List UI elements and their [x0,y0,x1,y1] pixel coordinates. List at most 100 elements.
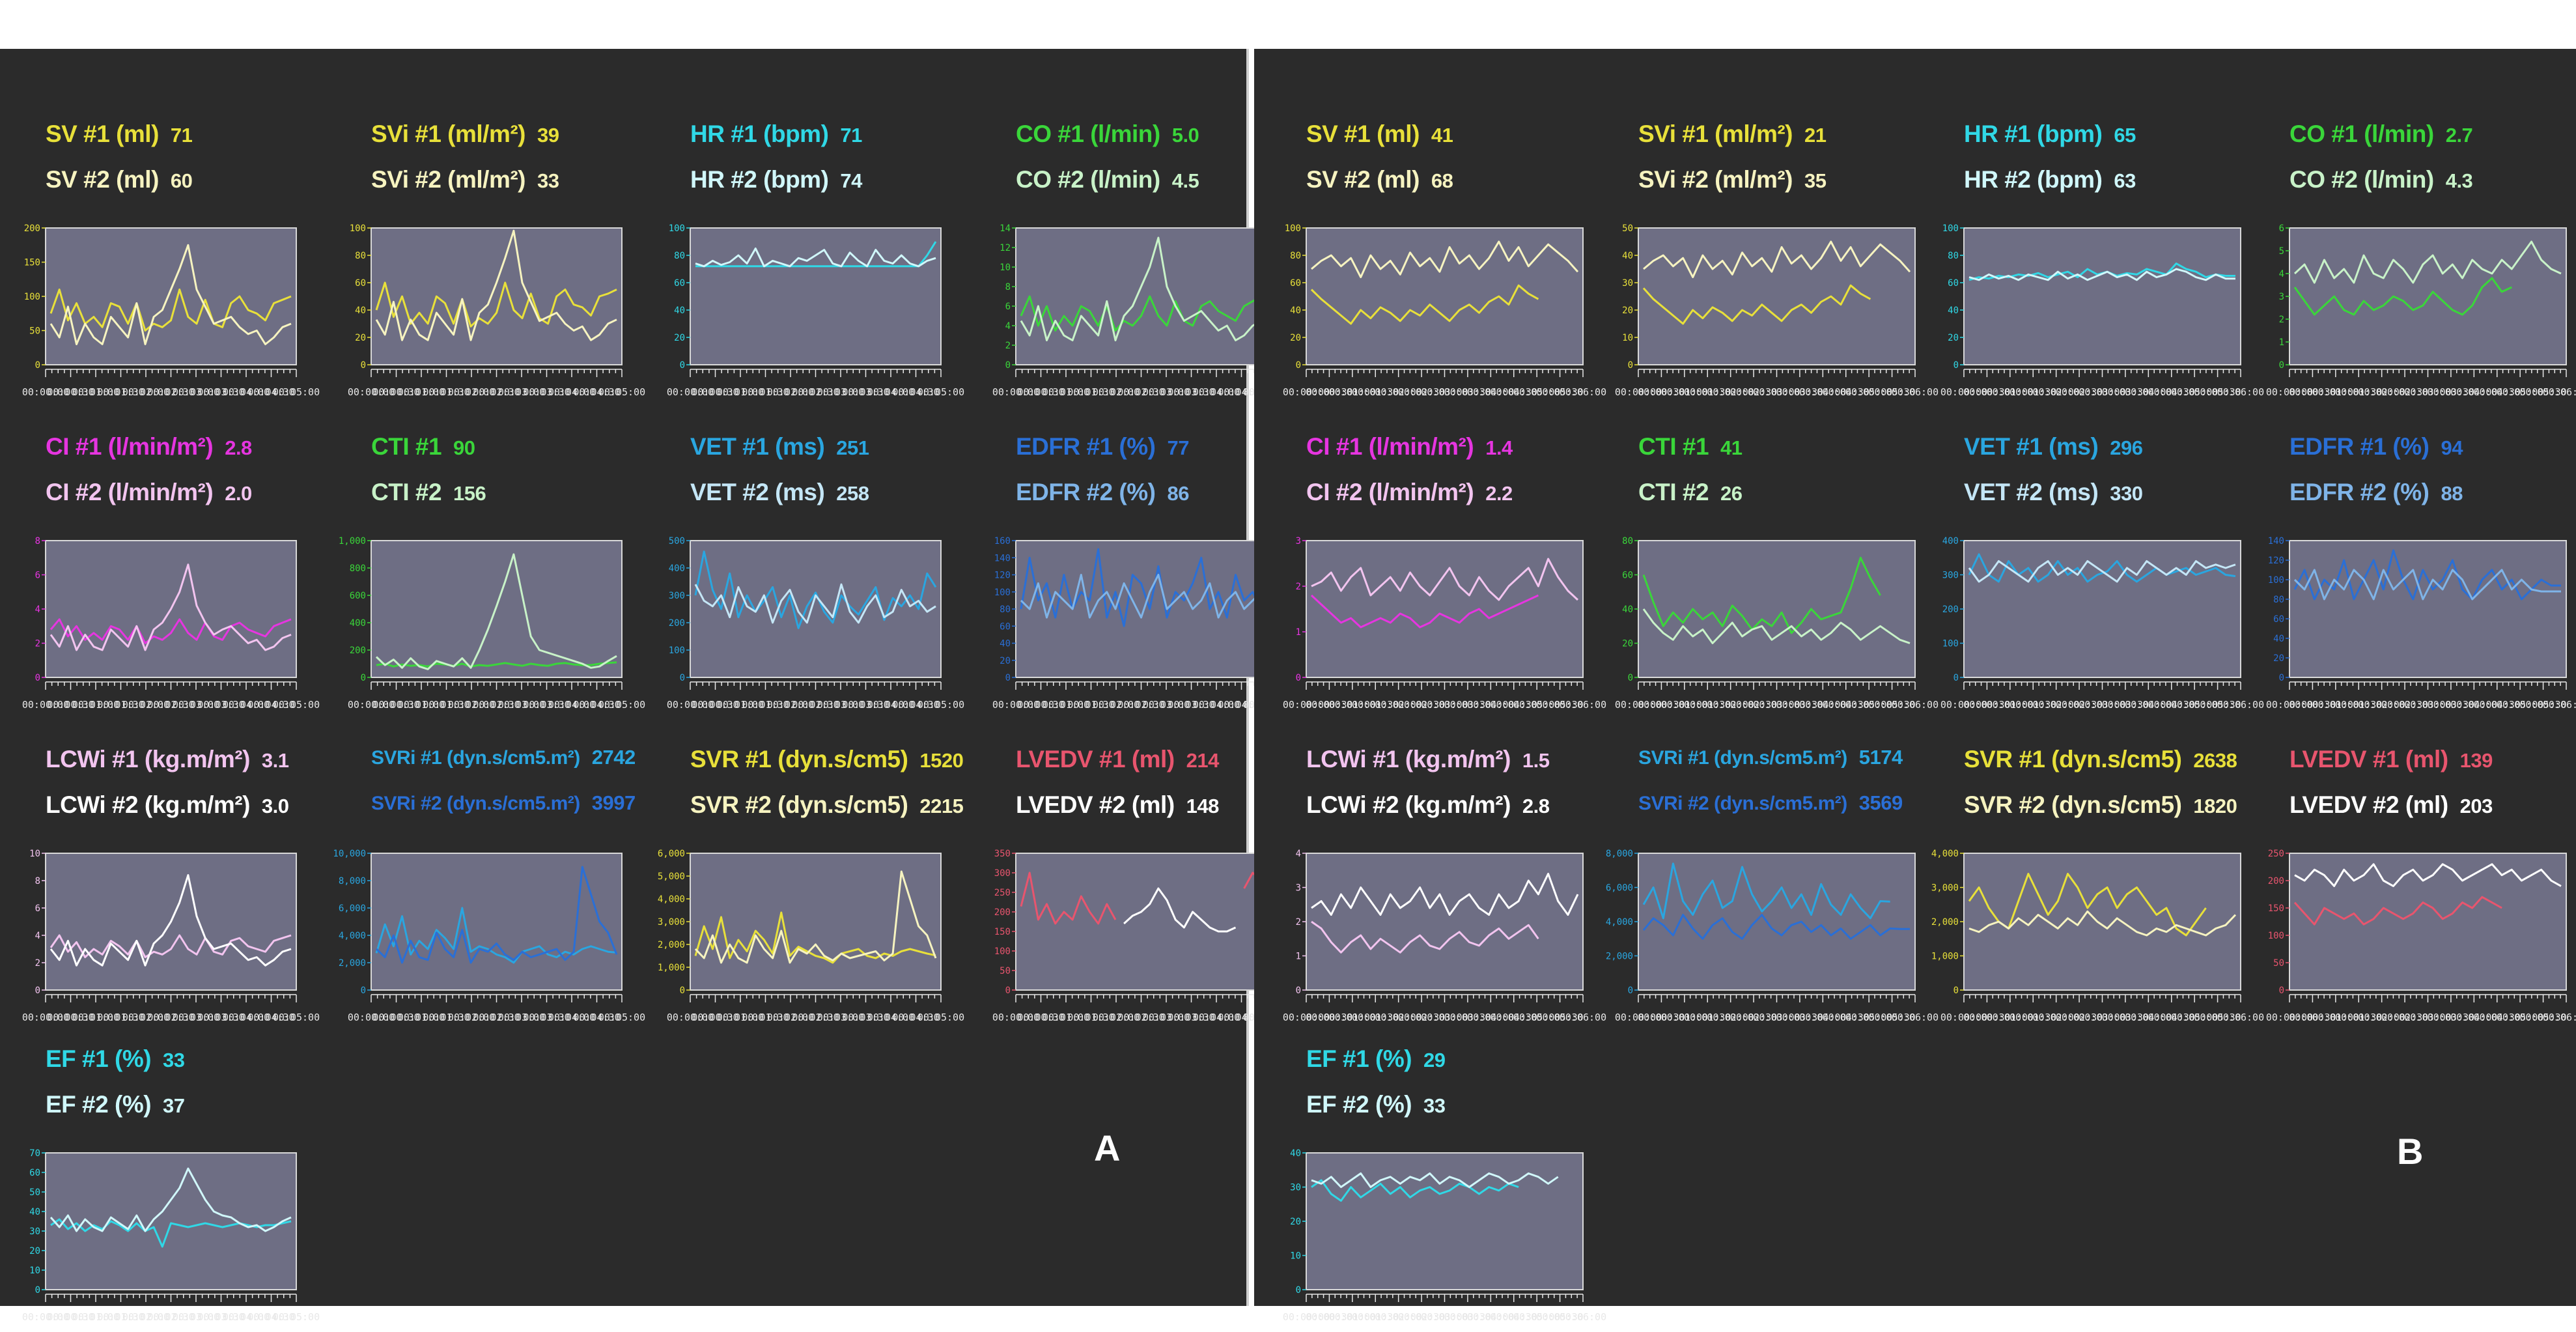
x-tick-label: 00:04:00 [548,1012,595,1023]
x-tick-label: 00:03:00 [2404,699,2451,711]
x-tick-label: 00:02:00 [448,699,495,711]
chart-label-2: CO #2 (l/min) 4.3 [2289,166,2473,193]
x-tick-label: 00:02:30 [1117,699,1164,711]
x-tick-label: 00:04:00 [2450,699,2497,711]
chart-value-2: 2.0 [225,482,252,505]
x-tick-label: 00:00:00 [1940,386,1987,398]
x-tick-label: 00:03:00 [1753,1012,1800,1023]
x-tick-label: 00:01:00 [72,699,119,711]
chart-value-2: 258 [836,482,869,505]
y-tick-label: 6 [35,571,40,581]
y-tick-label: 50 [29,326,40,337]
y-tick-label: 150 [24,258,40,268]
y-tick-label: 20 [1948,333,1959,343]
chart-value-2: 26 [1720,482,1743,505]
plot-area [690,227,942,365]
x-tick-label: 00:02:00 [2033,1012,2080,1023]
y-tick-label: 160 [994,536,1011,546]
x-tick-label: 00:06:00 [2543,386,2576,398]
chart-label-2-text: SVR #2 (dyn.s/cm5) [1964,791,2182,818]
x-tick-label: 00:01:30 [1352,1012,1399,1023]
y-tick-label: 20 [1290,333,1301,343]
y-tick-label: 4 [35,931,40,941]
y-tick-label: 20 [1622,639,1633,649]
y-tick-label: 8 [35,876,40,886]
series-line-2 [1643,240,1911,279]
y-tick-label: 0 [1296,360,1301,371]
series-line-2 [694,870,937,964]
chart-label-2-text: SVRi #2 (dyn.s/cm5.m²) [371,793,580,814]
x-tick-label: 00:04:30 [247,1012,294,1023]
x-tick-label: 00:00:30 [1963,1012,2010,1023]
chart-label-2-text: EF #2 (%) [46,1091,152,1118]
y-tick-label: 20 [355,333,366,343]
mini-chart: 500 400 300 200 100 0 00:00:0000:00:3000:01:00… [667,536,964,711]
mini-chart: 50 40 30 20 10 0 00:00:0000:00:3000:01:0000:01… [1615,223,1939,398]
chart-label-1-text: CO #1 (l/min) [1016,120,1160,147]
chart-value-2: 203 [2459,795,2493,817]
plot-area [1963,227,2241,365]
x-tick-label: 00:02:30 [1398,1012,1445,1023]
y-tick-label: 80 [1948,251,1959,261]
series-line-2 [2293,569,2561,601]
y-tick-label: 6,000 [658,849,685,859]
series-line-2 [1968,268,2235,281]
chart-label-2-text: VET #2 (ms) [1964,479,2099,505]
y-tick-label: 8 [1005,282,1011,292]
x-tick-label: 00:05:00 [1513,1012,1560,1023]
y-tick-label: 0 [361,985,366,996]
chart-value-1: 94 [2441,436,2463,459]
x-tick-label: 00:01:30 [2009,1012,2056,1023]
y-tick-label: 300 [669,591,685,601]
y-tick-label: 300 [994,868,1011,879]
y-tick-label: 6,000 [1606,883,1633,894]
chart-label-2: EF #2 (%) 37 [46,1091,185,1118]
mini-chart: 4321000:00:0000:00:3000:01:0000:01:3000:… [1283,849,1606,1023]
y-tick-label: 70 [29,1148,40,1159]
x-tick-label: 00:02:30 [147,1012,194,1023]
series-line-2 [1020,236,1262,341]
x-tick-label: 00:01:00 [1661,1012,1708,1023]
y-tick-label: 10 [1290,1251,1301,1262]
x-tick-label: 00:02:00 [1093,386,1140,398]
chart-value-1: 29 [1423,1049,1446,1071]
x-tick-label: 00:02:00 [122,386,169,398]
chart-value-2: 4.3 [2445,169,2473,192]
chart-value-2: 35 [1804,169,1827,192]
x-tick-label: 00:03:30 [842,1012,889,1023]
x-tick-label: 00:03:30 [2102,386,2149,398]
chart-label-2-text: SVi #2 (ml/m²) [1638,166,1793,193]
y-tick-label: 0 [361,360,366,371]
x-tick-label: 00:01:30 [1684,1012,1731,1023]
chart-label-1: SV #1 (ml) 41 [1306,120,1453,148]
y-tick-label: 3 [1296,536,1301,546]
x-tick-label: 00:00:00 [1283,1012,1330,1023]
chart-label-1: VET #1 (ms) 296 [1964,433,2143,461]
chart-label-2: EF #2 (%) 33 [1306,1091,1446,1118]
mini-chart: 1,000800600400200000:00:0000:00:3000:01:… [339,536,645,711]
y-tick-label: 150 [2268,903,2284,914]
x-tick-label: 00:06:00 [2217,386,2264,398]
x-tick-label: 00:03:00 [1421,1012,1468,1023]
x-tick-label: 00:04:30 [1218,699,1265,711]
x-tick-label: 00:03:30 [1444,699,1491,711]
chart-value-1: 214 [1186,749,1220,772]
chart-label-1-text: SVR #1 (dyn.s/cm5) [690,746,908,772]
chart-label-1-text: CTI #1 [1638,433,1709,460]
y-tick-label: 0 [1296,985,1301,996]
x-tick-label: 00:02:00 [2359,699,2405,711]
y-tick-label: 400 [350,618,366,629]
y-tick-label: 100 [1942,639,1959,649]
mini-chart: 20015010050000:00:0000:00:3000:01:0000:0… [22,223,320,398]
chart-label-1-text: SV #1 (ml) [1306,120,1420,147]
x-tick-label: 00:01:30 [742,699,789,711]
y-tick-label: 80 [674,251,685,261]
x-tick-label: 00:04:00 [1193,1012,1240,1023]
chart-value-1: 39 [537,124,559,147]
y-tick-label: 0 [1953,360,1959,371]
x-tick-label: 00:03:00 [2404,1012,2451,1023]
series-line-1 [376,661,617,668]
y-tick-label: 100 [2268,931,2284,941]
x-tick-label: 00:02:30 [473,1012,520,1023]
y-tick-label: 60 [355,278,366,289]
